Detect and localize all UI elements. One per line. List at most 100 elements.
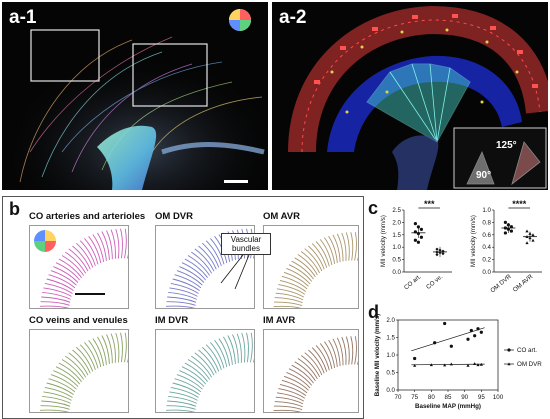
data-point [435,247,439,251]
kidney-vascular-image-a1 [2,2,268,190]
data-point [413,222,417,226]
y-tick-label: 2.5 [392,207,401,214]
y-tick-label: 0.6 [482,232,491,239]
x-tick-label: 75 [411,394,418,401]
fit-line [411,363,485,366]
scale-bar [75,293,105,295]
legend-marker [507,362,511,366]
data-point [449,362,453,366]
panel-d: d 70 75 80 85 90 95 100 0.0 0.5 1.0 1.5 2.0 Baseline… [364,304,550,418]
y-axis-title: MII velocity (mm/s) [470,215,477,267]
significance-stars: **** [512,199,527,209]
data-point [476,363,480,367]
data-point [433,341,437,345]
thumb-title: CO arteries and arterioles [29,211,146,222]
y-tick-label: 1.0 [482,207,491,214]
kidney-segmentation-image-a2 [272,2,548,190]
data-point [441,249,445,253]
color-wheel-icon [34,230,56,252]
data-point [509,225,513,229]
y-tick-label: 0.2 [482,257,491,264]
y-tick-label: 1.0 [386,352,395,359]
y-tick-label: 2.0 [386,317,395,324]
y-tick-label: 1.5 [386,335,395,342]
y-tick-label: 2.0 [392,219,401,226]
y-tick-label: 0.0 [386,387,395,394]
vessel-thumbnail [263,329,359,413]
panel-label-a2: a-2 [279,7,307,28]
data-point [525,229,529,233]
chart-d-map-vs-velocity: 70 75 80 85 90 95 100 0.0 0.5 1.0 1.5 2.0 Baseline M… [374,314,542,410]
y-tick-label: 0.0 [482,269,491,276]
vessel-thumbnail [155,329,255,413]
vessel-drawing [165,332,254,412]
thumb-title: OM AVR [263,211,300,222]
vessel-drawing [39,332,128,412]
thumb-title: IM DVR [155,315,189,326]
panel-a1: a-1 [2,2,268,190]
data-point [443,321,447,326]
chart-c-left: 0.0 0.5 1.0 1.5 2.0 2.5 MII velocity (mm/s) CO … [380,199,452,291]
data-point [416,225,420,229]
panel-label-c: c [368,198,379,218]
data-point [413,363,417,367]
chart-c-velocity-comparison: 0.0 0.5 1.0 1.5 2.0 2.5 MII velocity (mm/s) CO … [380,199,542,294]
data-point [429,363,433,367]
fit-line [411,327,485,352]
data-point [466,363,470,367]
data-point [509,229,513,233]
x-tick-label: 100 [493,394,504,401]
legend-label: CO art. [517,347,537,354]
vessel-drawing [273,336,358,412]
y-tick-label: 0.0 [392,269,401,276]
panel-b: b CO arteries and arterioles OM DVR OM AVR… [2,196,364,419]
vessel-thumbnail [155,225,255,309]
y-axis-title: Baseline MII velocity (mm/s) [374,314,381,397]
thumb-title: CO veins and venules [29,315,128,326]
y-tick-label: 0.8 [482,219,491,226]
data-point [473,362,477,366]
x-tick-label: 70 [395,394,402,401]
panel-c: c 0.0 0.5 1.0 1.5 2.0 2.5 MII velocity (mm/s) C… [364,196,550,304]
data-point [443,363,447,367]
data-point [413,238,417,242]
angle-label-90: 90° [476,170,492,181]
thumb-title: IM AVR [263,315,296,326]
data-point [449,344,453,348]
vessel-thumbnail [263,225,359,309]
thumb-title: OM DVR [155,211,193,222]
data-point [419,227,423,231]
vessel-drawing [39,228,128,308]
legend-label: OM DVR [517,361,542,368]
angle-label-125: 125° [496,140,517,151]
y-tick-label: 1.5 [392,232,401,239]
data-point [531,238,535,242]
vessel-thumbnail [29,329,129,413]
data-point [479,330,483,334]
data-point [531,233,535,237]
data-point [503,220,507,224]
y-tick-label: 0.5 [386,370,395,377]
y-tick-label: 0.5 [392,257,401,264]
vessel-drawing [273,232,358,308]
plot-frame [397,319,499,391]
panel-a2: a-2 125° 90° [272,2,548,190]
significance-stars: *** [424,199,435,209]
data-point [503,231,507,235]
panel-label-d: d [368,304,379,322]
x-tick-label: 85 [445,394,452,401]
x-tick-label: 90 [461,394,468,401]
data-point [413,356,417,361]
panel-label-b: b [9,199,20,219]
y-tick-label: 0.4 [482,244,491,251]
chart-c-right: 0.0 0.2 0.4 0.6 0.8 1.0 MII velocity (mm/s) OM … [470,199,542,294]
x-tick-label: 95 [478,394,485,401]
data-point [473,334,477,338]
data-point [416,240,420,244]
data-point [469,328,473,333]
data-point [476,327,480,331]
x-category-label: CO ve. [425,273,444,291]
data-point [419,235,423,239]
callout-arrow-icon [220,254,250,290]
panel-label-a1: a-1 [9,7,37,28]
